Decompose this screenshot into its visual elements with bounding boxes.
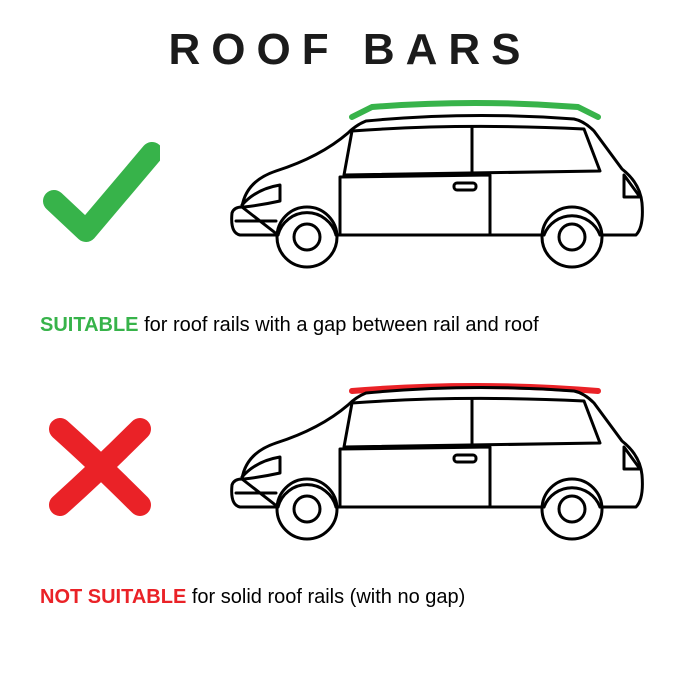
caption-suitable-rest: for roof rails with a gap between rail a…	[139, 314, 539, 336]
cross-icon	[40, 407, 180, 532]
caption-not-suitable-rest: for solid roof rails (with no gap)	[186, 586, 465, 608]
caption-not-suitable: NOT SUITABLE for solid roof rails (with …	[40, 586, 660, 609]
row-suitable	[40, 85, 660, 310]
caption-not-suitable-lead: NOT SUITABLE	[40, 586, 186, 608]
page-title: ROOF BARS	[40, 25, 660, 75]
check-icon	[40, 135, 180, 260]
caption-suitable-lead: SUITABLE	[40, 314, 139, 336]
infographic-root: ROOF BARS	[0, 0, 700, 700]
row-not-suitable	[40, 357, 660, 582]
car-not-suitable	[180, 357, 660, 582]
caption-suitable: SUITABLE for roof rails with a gap betwe…	[40, 314, 660, 337]
car-suitable	[180, 85, 660, 310]
